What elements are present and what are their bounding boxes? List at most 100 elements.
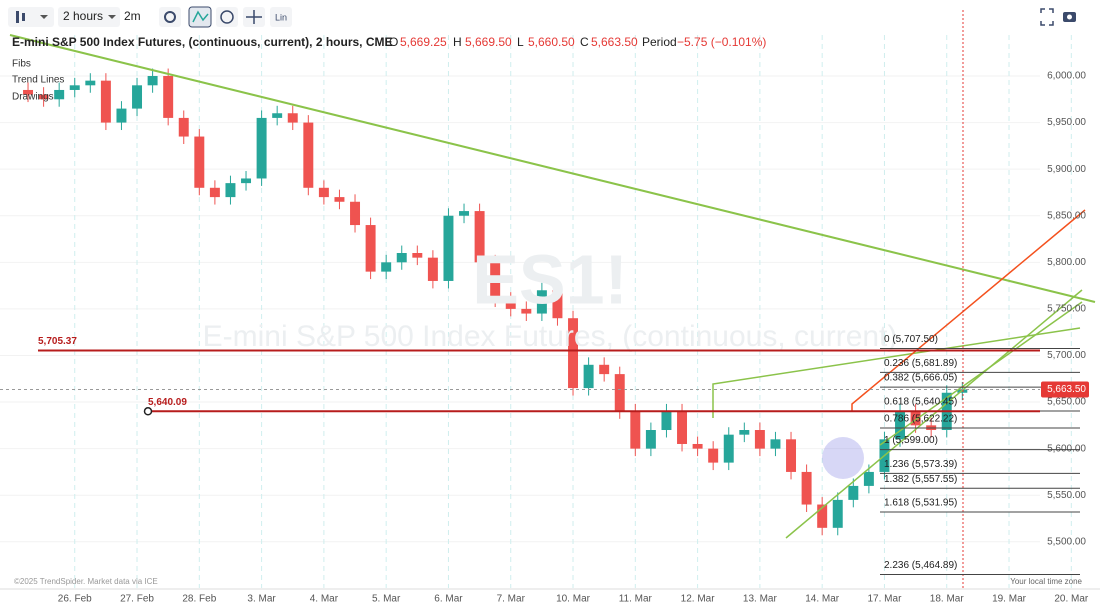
candle-body [630, 411, 641, 449]
candle-body [412, 253, 423, 258]
time-button[interactable] [216, 7, 238, 27]
candle-body [614, 374, 625, 412]
candle-body [287, 113, 298, 123]
candle-body [723, 434, 734, 463]
settings-button[interactable] [159, 7, 181, 27]
icon [108, 15, 116, 19]
candle-body [708, 448, 719, 463]
period-value: −5.75 (−0.101%) [677, 35, 766, 49]
ohlc-value: 5,669.25 [400, 35, 447, 49]
candle-body [536, 290, 547, 314]
candle-body [832, 499, 843, 528]
candle-body [863, 471, 874, 486]
layer[interactable]: Drawings [12, 92, 54, 103]
last-price-label: 5,663.50 [1047, 384, 1086, 395]
y-tick-label: 5,700.00 [1047, 350, 1086, 361]
candle-body [474, 211, 485, 263]
icon [22, 13, 25, 21]
trend-line [9, 34, 1096, 303]
footer-credit: ©2025 TrendSpider. Market data via ICE [14, 577, 158, 586]
y-tick-label: 5,750.00 [1047, 304, 1086, 315]
candle-body [583, 364, 594, 389]
level-anchor [143, 407, 153, 416]
candle-body [848, 485, 859, 500]
candle-body [910, 411, 921, 426]
drawings [9, 10, 1096, 588]
candle-body [443, 215, 454, 281]
candle-body [225, 183, 236, 198]
trend-line [712, 327, 1081, 418]
candle-body [85, 80, 96, 86]
legend-title: E-mini S&P 500 Index Futures, (continuou… [12, 35, 393, 49]
refresh[interactable]: 2m [124, 9, 141, 23]
x-tick-label: 26. Feb [58, 594, 92, 605]
interval: 2 hours [63, 9, 103, 23]
y-tick-label: 5,950.00 [1047, 117, 1086, 128]
candle-body [318, 187, 329, 198]
candle-body [552, 290, 563, 319]
x-tick-label: 27. Feb [120, 594, 154, 605]
period-label: Period [642, 35, 677, 49]
icon [1067, 14, 1072, 20]
candle-body [334, 197, 345, 202]
interval-button[interactable] [58, 7, 120, 27]
plot [0, 35, 1072, 588]
trend-line [785, 289, 1083, 539]
fib-label: 1.618 (5,531.95) [884, 498, 957, 509]
candle-body [132, 85, 143, 109]
x-tick-label: 12. Mar [681, 594, 716, 605]
candle-body [303, 122, 314, 188]
x-tick-label: 11. Mar [619, 594, 653, 605]
candle-body [427, 257, 438, 281]
y-tick-label: 5,650.00 [1047, 397, 1086, 408]
candle-body [599, 364, 610, 375]
candle-body [178, 117, 189, 137]
candle-body [38, 94, 49, 100]
overlay: 5,500.00 5,550.00 5,600.00 5,650.00 5,700.00… [0, 71, 1089, 605]
last-price-box [1041, 381, 1089, 398]
ohlc-value: 5,660.50 [528, 35, 575, 49]
candle-body [817, 504, 828, 528]
footer-timezone: Your local time zone [1010, 577, 1082, 586]
ohlc-key: C [580, 35, 589, 49]
candle-body [365, 225, 376, 272]
y-tick-label: 5,850.00 [1047, 210, 1086, 221]
fib-label: 0.236 (5,681.89) [884, 358, 957, 369]
candle-body [677, 411, 688, 444]
candle-body [568, 318, 579, 389]
candle-body [69, 85, 80, 90]
layer[interactable]: Fibs [12, 59, 31, 70]
watermark-description: E-mini S&P 500 Index Futures, (continuou… [203, 320, 898, 353]
x-tick-label: 17. Mar [868, 594, 903, 605]
candle-body [692, 443, 703, 449]
tool-button[interactable] [188, 6, 212, 28]
x-tick-label: 7. Mar [497, 594, 526, 605]
chart-type-button[interactable] [8, 7, 54, 27]
candle-body [256, 117, 267, 179]
x-tick-label: 10. Mar [556, 594, 591, 605]
x-tick-label: 13. Mar [743, 594, 778, 605]
icon [192, 10, 209, 23]
fib-label: 1.382 (5,557.55) [884, 474, 957, 485]
ohlc-key: H [453, 35, 462, 49]
ohlc-value: 5,669.50 [465, 35, 512, 49]
scale-button[interactable] [270, 7, 292, 27]
layer[interactable]: Trend Lines [12, 75, 64, 86]
icon [40, 15, 48, 19]
fib-label: 0.786 (5,622.22) [884, 414, 957, 425]
candle-body [521, 308, 532, 314]
x-tick-label: 14. Mar [805, 594, 840, 605]
candle-body [490, 262, 501, 300]
y-tick-label: 5,600.00 [1047, 443, 1086, 454]
icon [164, 11, 176, 23]
ohlc-key: O [389, 35, 398, 49]
candle-body [272, 113, 283, 118]
candle-body [381, 262, 392, 272]
fib-label: 1 (5,599.00) [884, 435, 938, 446]
candle-body [770, 439, 781, 449]
candle-body [147, 75, 158, 86]
candle-body [505, 299, 516, 309]
fullscreen-button[interactable] [1040, 8, 1054, 26]
y-tick-label: 5,550.00 [1047, 490, 1086, 501]
